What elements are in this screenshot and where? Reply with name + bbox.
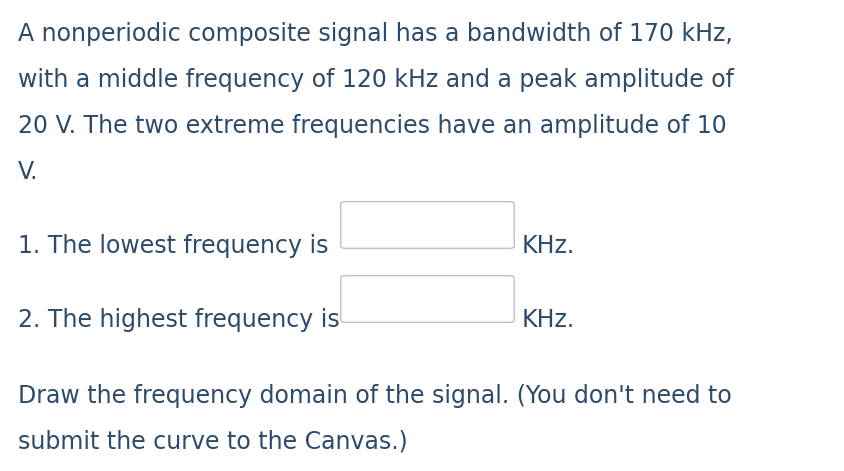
Text: Draw the frequency domain of the signal. (You don't need to: Draw the frequency domain of the signal.… — [18, 384, 731, 408]
Text: V.: V. — [18, 160, 39, 184]
Text: 20 V. The two extreme frequencies have an amplitude of 10: 20 V. The two extreme frequencies have a… — [18, 114, 726, 138]
Text: 1. The lowest frequency is: 1. The lowest frequency is — [18, 234, 328, 258]
FancyBboxPatch shape — [340, 276, 514, 322]
Text: KHz.: KHz. — [522, 234, 575, 258]
FancyBboxPatch shape — [340, 202, 514, 248]
Text: KHz.: KHz. — [522, 308, 575, 332]
Text: 2. The highest frequency is: 2. The highest frequency is — [18, 308, 339, 332]
Text: with a middle frequency of 120 kHz and a peak amplitude of: with a middle frequency of 120 kHz and a… — [18, 68, 733, 92]
Text: A nonperiodic composite signal has a bandwidth of 170 kHz,: A nonperiodic composite signal has a ban… — [18, 22, 732, 46]
Text: submit the curve to the Canvas.): submit the curve to the Canvas.) — [18, 430, 408, 454]
